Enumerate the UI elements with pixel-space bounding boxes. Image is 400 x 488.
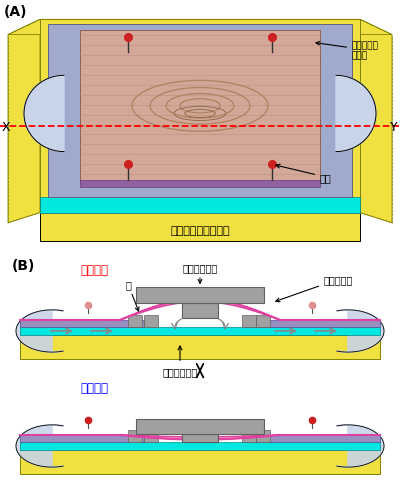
Polygon shape xyxy=(80,180,320,188)
Polygon shape xyxy=(144,430,158,442)
Polygon shape xyxy=(120,299,280,320)
Polygon shape xyxy=(20,450,380,474)
Polygon shape xyxy=(182,434,218,442)
Polygon shape xyxy=(40,213,360,241)
Polygon shape xyxy=(128,316,142,327)
Polygon shape xyxy=(256,430,270,442)
Polygon shape xyxy=(80,30,320,183)
Text: バルブ閉: バルブ閉 xyxy=(80,382,108,394)
Polygon shape xyxy=(40,20,360,213)
Polygon shape xyxy=(20,336,380,359)
Polygon shape xyxy=(337,425,384,467)
Polygon shape xyxy=(128,430,142,442)
Polygon shape xyxy=(20,327,380,336)
Polygon shape xyxy=(20,320,144,327)
Text: ピン: ピン xyxy=(276,165,332,183)
Polygon shape xyxy=(20,435,144,442)
Polygon shape xyxy=(20,442,380,450)
Polygon shape xyxy=(242,316,256,327)
Polygon shape xyxy=(136,288,264,303)
Polygon shape xyxy=(337,310,384,352)
Text: マイクロ流体チップ: マイクロ流体チップ xyxy=(170,226,230,236)
Text: プッシュバー: プッシュバー xyxy=(182,263,218,284)
Polygon shape xyxy=(256,435,380,442)
Text: (B): (B) xyxy=(12,259,35,272)
Text: Y: Y xyxy=(390,121,398,133)
Polygon shape xyxy=(8,20,392,36)
Text: (A): (A) xyxy=(4,5,28,19)
Text: バルブ開: バルブ開 xyxy=(80,263,108,276)
Text: X: X xyxy=(2,121,11,133)
Polygon shape xyxy=(144,316,158,327)
Text: ミミズ筋肉
シート: ミミズ筋肉 シート xyxy=(316,41,379,61)
Text: チャンバー: チャンバー xyxy=(276,275,353,302)
Polygon shape xyxy=(16,425,63,467)
Polygon shape xyxy=(48,25,352,198)
Polygon shape xyxy=(242,430,256,442)
Polygon shape xyxy=(360,20,392,224)
Polygon shape xyxy=(136,419,264,434)
Polygon shape xyxy=(336,76,376,152)
Text: マイクロ流路: マイクロ流路 xyxy=(162,346,198,376)
Polygon shape xyxy=(24,76,64,152)
Polygon shape xyxy=(40,198,360,213)
Polygon shape xyxy=(120,435,280,440)
Polygon shape xyxy=(256,316,270,327)
Polygon shape xyxy=(182,303,218,318)
Polygon shape xyxy=(8,20,40,224)
Polygon shape xyxy=(16,310,63,352)
Text: 膜: 膜 xyxy=(125,279,139,311)
Polygon shape xyxy=(256,320,380,327)
